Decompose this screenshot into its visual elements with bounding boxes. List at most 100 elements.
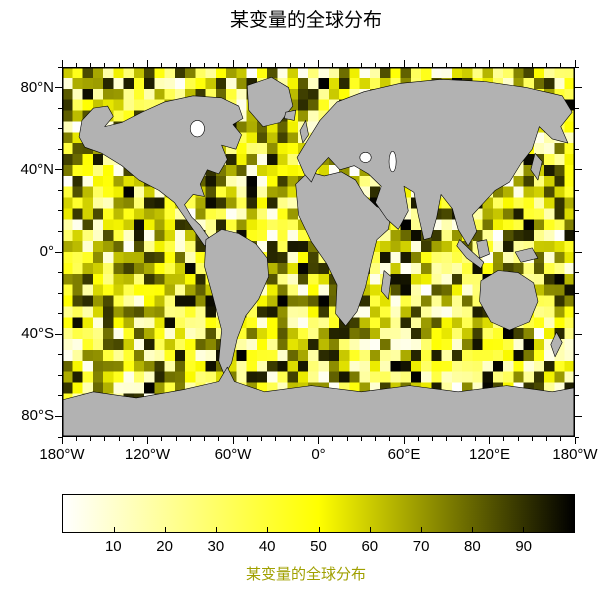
x-minor-tick	[204, 63, 205, 67]
figure-title: 某变量的全球分布	[229, 9, 382, 31]
colorbar-label: 某变量的全球分布	[245, 565, 366, 583]
island-britain	[300, 120, 309, 143]
x-minor-tick	[275, 437, 277, 441]
y-major-tick	[575, 333, 582, 335]
x-tick-label: 0°	[311, 446, 326, 463]
colorbar-tick	[165, 527, 167, 532]
y-minor-tick	[575, 107, 579, 109]
y-minor-tick	[58, 189, 62, 191]
x-tick-label: 120°E	[468, 446, 511, 463]
x-minor-tick	[531, 437, 533, 441]
x-minor-tick	[218, 437, 220, 441]
y-minor-tick	[575, 148, 579, 150]
colorbar-tick-label: 90	[515, 538, 533, 555]
colorbar-tick-label: 10	[104, 538, 122, 555]
y-minor-tick	[58, 292, 62, 294]
x-minor-tick	[75, 437, 77, 441]
x-minor-tick	[346, 437, 348, 441]
x-minor-tick	[90, 437, 91, 441]
colorbar-tick-label: 40	[258, 538, 276, 555]
x-minor-tick	[104, 63, 106, 67]
continent-eurasia	[297, 79, 572, 246]
island-iceland	[284, 110, 295, 120]
x-minor-tick	[204, 437, 205, 441]
x-minor-tick	[560, 63, 562, 67]
colorbar-tick-label: 60	[361, 538, 379, 555]
y-major-tick	[575, 251, 582, 253]
x-major-tick	[403, 437, 405, 444]
x-minor-tick	[175, 437, 177, 441]
colorbar-tick-label: 50	[310, 538, 327, 555]
continent-australia	[480, 271, 538, 331]
x-minor-tick	[460, 63, 462, 67]
x-minor-tick	[218, 63, 220, 67]
x-minor-tick	[261, 63, 262, 67]
x-major-tick	[574, 437, 576, 444]
x-minor-tick	[546, 437, 547, 441]
x-minor-tick	[560, 437, 562, 441]
colorbar-tick	[522, 527, 524, 532]
y-minor-tick	[58, 313, 62, 315]
x-major-tick	[232, 437, 234, 444]
x-minor-tick	[446, 437, 448, 441]
y-major-tick	[575, 169, 582, 171]
x-minor-tick	[75, 63, 77, 67]
island-new-zealand	[551, 332, 562, 357]
island-new-guinea	[515, 248, 538, 262]
x-minor-tick	[360, 63, 362, 67]
landmasses	[62, 77, 575, 437]
y-minor-tick	[575, 210, 579, 212]
x-major-tick	[147, 437, 148, 444]
y-minor-tick	[58, 148, 62, 150]
colorbar-tick-label: 70	[412, 538, 430, 555]
x-major-tick	[147, 60, 148, 67]
y-major-tick	[575, 87, 582, 89]
x-minor-tick	[90, 63, 91, 67]
x-major-tick	[232, 60, 234, 67]
x-minor-tick	[303, 63, 305, 67]
y-minor-tick	[575, 395, 579, 397]
continent-africa	[296, 172, 391, 326]
x-minor-tick	[375, 63, 376, 67]
x-minor-tick	[546, 63, 547, 67]
x-minor-tick	[161, 437, 163, 441]
x-minor-tick	[118, 63, 120, 67]
y-major-tick	[55, 333, 62, 335]
x-minor-tick	[360, 437, 362, 441]
y-minor-tick	[58, 395, 62, 397]
hudson-bay	[190, 120, 204, 136]
x-minor-tick	[474, 437, 476, 441]
x-minor-tick	[503, 437, 505, 441]
y-tick-label: 80°S	[21, 407, 54, 425]
y-minor-tick	[575, 313, 579, 315]
y-minor-tick	[58, 128, 62, 130]
x-minor-tick	[389, 437, 391, 441]
x-minor-tick	[389, 63, 391, 67]
caspian-sea	[389, 151, 396, 172]
y-tick-label: 80°N	[20, 78, 54, 96]
x-major-tick	[403, 60, 405, 67]
island-borneo	[477, 240, 490, 259]
colorbar-tick	[318, 527, 320, 532]
colorbar-tick	[471, 527, 473, 532]
x-minor-tick	[417, 63, 419, 67]
y-minor-tick	[575, 189, 579, 191]
x-tick-label: 180°W	[552, 446, 598, 463]
y-minor-tick	[58, 436, 62, 438]
continent-south-america	[205, 229, 269, 375]
y-minor-tick	[58, 272, 62, 274]
x-minor-tick	[118, 437, 120, 441]
y-minor-tick	[58, 210, 62, 212]
y-minor-tick	[575, 354, 579, 356]
x-minor-tick	[474, 63, 476, 67]
x-major-tick	[61, 60, 63, 67]
lakes	[190, 120, 396, 171]
x-minor-tick	[531, 63, 533, 67]
x-minor-tick	[261, 437, 262, 441]
y-minor-tick	[575, 66, 579, 68]
colorbar-tick	[114, 527, 116, 532]
colorbar-tick	[420, 527, 422, 532]
y-major-tick	[55, 87, 62, 89]
x-tick-label: 60°E	[387, 446, 421, 463]
